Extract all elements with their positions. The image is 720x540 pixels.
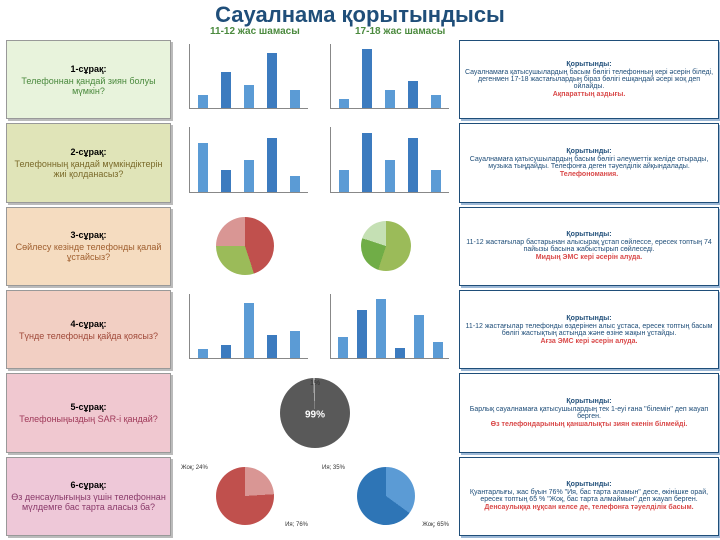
- page-title: Сауалнама қорытындысы: [0, 0, 720, 28]
- content-grid: 1-сұрақ: Телефоннан қандай зиян болуы мү…: [6, 40, 714, 536]
- conclusion-4-text: 11-12 жастағылар телефонды өздерінен алы…: [464, 323, 714, 337]
- conclusion-2-text: Сауалнамаға қатысушылардың басым бөлігі …: [464, 156, 714, 170]
- conclusion-4-label: Қорытынды:: [464, 315, 714, 322]
- subhead-17-18: 17-18 жас шамасы: [355, 26, 445, 37]
- subhead-11-12: 11-12 жас шамасы: [210, 26, 300, 37]
- chart-r2-right: [318, 123, 453, 202]
- conclusion-2-label: Қорытынды:: [464, 148, 714, 155]
- question-1-text: Телефоннан қандай зиян болуы мүмкін?: [10, 76, 167, 96]
- question-3-num: 3-сұрақ:: [70, 230, 106, 240]
- chart-r2-left: [177, 123, 312, 202]
- chart-r5: 99%1%: [177, 373, 453, 452]
- conclusion-6-box: Қорытынды: Қуантарлығы, жас буын 76% "Ия…: [459, 457, 719, 536]
- question-2-text: Телефонның қандай мүмкіндіктерін жиі қол…: [10, 159, 167, 179]
- question-5-num: 5-сұрақ:: [70, 402, 106, 412]
- chart-r1-left: [177, 40, 312, 119]
- conclusion-1-label: Қорытынды:: [464, 61, 714, 68]
- question-5-text: Телефоныңыздың SAR-і қандай?: [19, 414, 158, 424]
- conclusion-5-label: Қорытынды:: [464, 398, 714, 405]
- conclusion-5-box: Қорытынды: Барлық сауалнамаға қатысушыла…: [459, 373, 719, 452]
- chart-r3-left: [177, 207, 312, 286]
- question-5-box: 5-сұрақ: Телефоныңыздың SAR-і қандай?: [6, 373, 171, 452]
- conclusion-3-text: 11-12 жастағылар бастарынан алысырақ ұст…: [464, 239, 714, 253]
- conclusion-1-highlight: Ақпараттың аздығы.: [464, 91, 714, 98]
- conclusion-4-highlight: Ағза ЭМС кері әсерін алуда.: [464, 338, 714, 345]
- question-6-text: Өз денсаулығыңыз үшін телефоннан мүлдемг…: [10, 492, 167, 512]
- question-3-text: Сөйлесу кезінде телефонды қалай ұстайсыз…: [10, 242, 167, 262]
- conclusion-3-box: Қорытынды: 11-12 жастағылар бастарынан а…: [459, 207, 719, 286]
- question-2-num: 2-сұрақ:: [70, 147, 106, 157]
- question-6-box: 6-сұрақ: Өз денсаулығыңыз үшін телефонна…: [6, 457, 171, 536]
- conclusion-6-text: Қуантарлығы, жас буын 76% "Ия, бас тарта…: [464, 489, 714, 503]
- question-2-box: 2-сұрақ: Телефонның қандай мүмкіндіктері…: [6, 123, 171, 202]
- chart-r6-right: Ия; 35%Жоқ; 65%: [318, 457, 453, 536]
- conclusion-6-label: Қорытынды:: [464, 481, 714, 488]
- conclusion-3-highlight: Мидың ЭМС кері әсерін алуда.: [464, 254, 714, 261]
- conclusion-4-box: Қорытынды: 11-12 жастағылар телефонды өз…: [459, 290, 719, 369]
- chart-r3-right: [318, 207, 453, 286]
- conclusion-1-text: Сауалнамаға қатысушылардың басым бөлігі …: [464, 69, 714, 90]
- chart-r6-left: Жоқ; 24%Ия; 76%: [177, 457, 312, 536]
- chart-r1-right: [318, 40, 453, 119]
- conclusion-3-label: Қорытынды:: [464, 231, 714, 238]
- conclusion-5-highlight: Өз телефондарының қаншалықты зиян екенін…: [464, 421, 714, 428]
- question-1-num: 1-сұрақ:: [70, 64, 106, 74]
- question-4-text: Түнде телефонды қайда қоясыз?: [19, 331, 158, 341]
- conclusion-1-box: Қорытынды: Сауалнамаға қатысушылардың ба…: [459, 40, 719, 119]
- chart-r4-left: [177, 290, 312, 369]
- question-6-num: 6-сұрақ:: [70, 480, 106, 490]
- conclusion-6-highlight: Денсаулыққа нұқсан келсе де, телефонға т…: [464, 504, 714, 511]
- conclusion-2-box: Қорытынды: Сауалнамаға қатысушылардың ба…: [459, 123, 719, 202]
- question-4-num: 4-сұрақ:: [70, 319, 106, 329]
- question-3-box: 3-сұрақ: Сөйлесу кезінде телефонды қалай…: [6, 207, 171, 286]
- chart-r4-right: [318, 290, 453, 369]
- question-4-box: 4-сұрақ: Түнде телефонды қайда қоясыз?: [6, 290, 171, 369]
- question-1-box: 1-сұрақ: Телефоннан қандай зиян болуы мү…: [6, 40, 171, 119]
- conclusion-2-highlight: Телефономания.: [464, 171, 714, 178]
- conclusion-5-text: Барлық сауалнамаға қатысушылардың тек 1-…: [464, 406, 714, 420]
